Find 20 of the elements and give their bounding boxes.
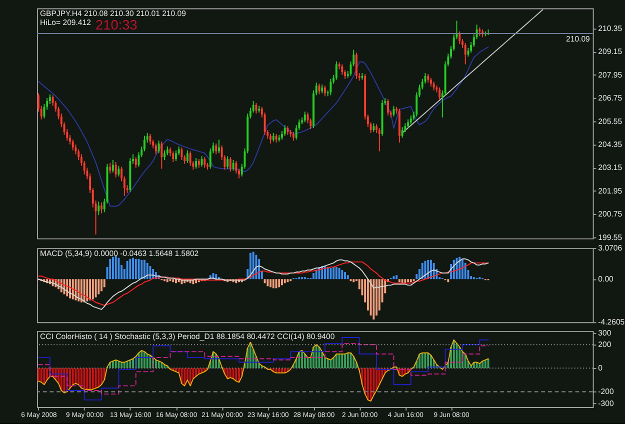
y-tick-label: 201.95 [598,186,623,196]
y-tick-label: -200 [598,387,614,396]
y-tick-label: 207.95 [598,70,623,80]
y-tick-label: 300 [598,328,612,338]
y-tick-label: 199.55 [598,232,623,242]
y-tick-label: 203.15 [598,163,623,172]
y-tick-label: 206.75 [598,94,623,103]
y-tick-label: 3.0706 [598,244,622,253]
y-tick-label: 209.15 [598,47,623,56]
y-tick-label: 204.35 [598,140,623,149]
y-tick-label: 0 [598,364,604,373]
chart-title: MACD (5,34,9) 0.0000 -0.0463 1.5648 1.5802 [40,248,199,258]
y-tick-label: -300 [598,398,614,408]
y-tick-label: 205.55 [598,116,623,126]
chart-title: CCI ColorHisto ( 14 ) Stochastic (5,3,3) Period_D1 88.1854 80.4472 CCI(14) 80.9400 [40,332,336,341]
y-tick-label: -4.2605 [598,318,625,327]
y-tick-label: 200 [598,340,612,350]
y-tick-label: 200.75 [598,210,623,219]
y-tick-label: 0.00 [598,274,614,284]
y-tick-label: 210.35 [598,24,623,33]
